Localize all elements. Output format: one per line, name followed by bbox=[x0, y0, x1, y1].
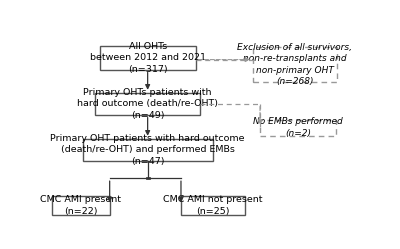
Bar bbox=[146, 177, 150, 179]
Text: Exclusion of all survivors,
non-re-transplants and
non-primary OHT
(n=268): Exclusion of all survivors, non-re-trans… bbox=[237, 43, 352, 86]
Text: No EMBs performed
(n=2): No EMBs performed (n=2) bbox=[253, 118, 343, 138]
Bar bbox=[82, 139, 213, 161]
Text: CMC AMI not present
(n=25): CMC AMI not present (n=25) bbox=[163, 195, 262, 216]
Text: Primary OHT patients with hard outcome
(death/re-OHT) and performed EMBs
(n=47): Primary OHT patients with hard outcome (… bbox=[50, 134, 245, 166]
Bar bbox=[181, 196, 244, 215]
FancyBboxPatch shape bbox=[260, 120, 336, 136]
Text: CMC AMI present
(n=22): CMC AMI present (n=22) bbox=[40, 195, 122, 216]
Text: All OHTs
between 2012 and 2021
(n=317): All OHTs between 2012 and 2021 (n=317) bbox=[90, 42, 206, 74]
FancyBboxPatch shape bbox=[253, 47, 337, 82]
Bar bbox=[100, 46, 196, 70]
Text: Primary OHTs patients with
hard outcome (death/re-OHT)
(n=49): Primary OHTs patients with hard outcome … bbox=[77, 88, 218, 120]
Bar bbox=[52, 196, 110, 215]
Bar bbox=[95, 93, 200, 115]
